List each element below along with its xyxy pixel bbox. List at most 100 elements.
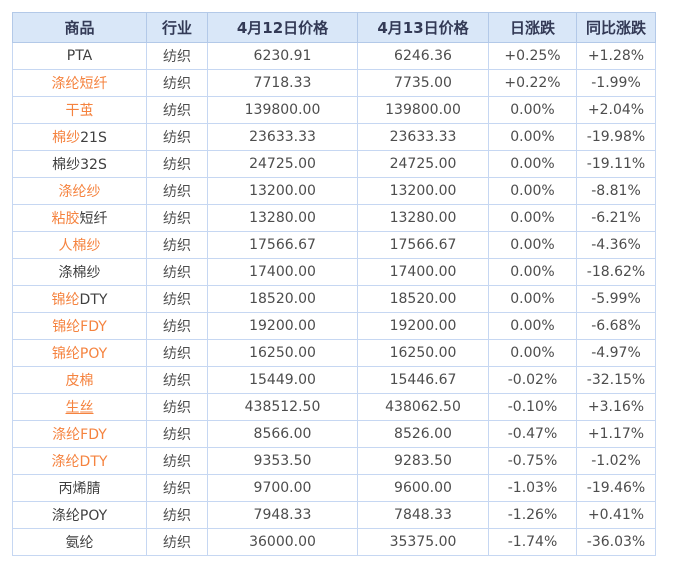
industry-cell: 纺织: [146, 339, 208, 367]
price-apr12-cell: 36000.00: [207, 528, 358, 556]
price-apr13-cell: 19200.00: [357, 312, 489, 340]
yoy-change-cell: -5.99%: [576, 285, 656, 313]
yoy-change-cell: -1.02%: [576, 447, 656, 475]
commodity-name[interactable]: 锦纶: [51, 292, 80, 308]
commodity-cell: 氨纶: [12, 528, 147, 556]
commodity-cell: 棉纱21S: [12, 123, 147, 151]
commodity-name[interactable]: 皮棉: [65, 373, 94, 389]
table-row: 丙烯腈 纺织 9700.00 9600.00 -1.03% -19.46%: [12, 474, 656, 502]
table-row: PTA 纺织 6230.91 6246.36 +0.25% +1.28%: [12, 42, 656, 70]
industry-cell: 纺织: [146, 96, 208, 124]
commodity-cell: 丙烯腈: [12, 474, 147, 502]
price-apr13-cell: 7735.00: [357, 69, 489, 97]
commodity-name[interactable]: 锦纶FDY: [52, 319, 107, 335]
daily-change-cell: 0.00%: [488, 285, 577, 313]
price-apr13-cell: 9600.00: [357, 474, 489, 502]
daily-change-cell: -1.03%: [488, 474, 577, 502]
column-header-yoy-change: 同比涨跌: [576, 12, 656, 43]
commodity-name[interactable]: 锦纶POY: [51, 346, 108, 362]
commodity-cell: 粘胶短纤: [12, 204, 147, 232]
daily-change-cell: -0.47%: [488, 420, 577, 448]
industry-cell: 纺织: [146, 312, 208, 340]
price-apr13-cell: 18520.00: [357, 285, 489, 313]
commodity-name[interactable]: 生丝: [65, 400, 94, 416]
price-apr13-cell: 8526.00: [357, 420, 489, 448]
industry-cell: 纺织: [146, 123, 208, 151]
commodity-cell: 棉纱32S: [12, 150, 147, 178]
commodity-name[interactable]: 涤纶FDY: [52, 427, 107, 443]
daily-change-cell: 0.00%: [488, 339, 577, 367]
daily-change-cell: 0.00%: [488, 204, 577, 232]
column-header-commodity: 商品: [12, 12, 147, 43]
yoy-change-cell: -6.68%: [576, 312, 656, 340]
yoy-change-cell: -36.03%: [576, 528, 656, 556]
column-header-daily-change: 日涨跌: [488, 12, 577, 43]
price-apr13-cell: 17400.00: [357, 258, 489, 286]
commodity-name[interactable]: 干茧: [65, 103, 94, 119]
industry-cell: 纺织: [146, 366, 208, 394]
daily-change-cell: +0.25%: [488, 42, 577, 70]
commodity-name: DTY: [79, 292, 108, 308]
commodity-name: 丙烯腈: [58, 481, 101, 497]
commodity-name[interactable]: 粘胶: [51, 211, 80, 227]
daily-change-cell: -0.10%: [488, 393, 577, 421]
commodity-name[interactable]: 涤纶DTY: [51, 454, 108, 470]
price-apr12-cell: 17400.00: [207, 258, 358, 286]
industry-cell: 纺织: [146, 231, 208, 259]
price-apr12-cell: 9353.50: [207, 447, 358, 475]
commodity-name[interactable]: 涤纶短纤: [51, 76, 108, 92]
price-apr12-cell: 13200.00: [207, 177, 358, 205]
commodity-cell: 皮棉: [12, 366, 147, 394]
commodity-name: 氨纶: [65, 535, 94, 551]
industry-cell: 纺织: [146, 501, 208, 529]
price-apr13-cell: 35375.00: [357, 528, 489, 556]
yoy-change-cell: -4.36%: [576, 231, 656, 259]
commodity-cell: 涤纶短纤: [12, 69, 147, 97]
commodity-cell: 锦纶DTY: [12, 285, 147, 313]
commodity-name: 涤纶POY: [51, 508, 108, 524]
price-apr12-cell: 15449.00: [207, 366, 358, 394]
yoy-change-cell: -19.98%: [576, 123, 656, 151]
table-row: 涤纶短纤 纺织 7718.33 7735.00 +0.22% -1.99%: [12, 69, 656, 97]
commodity-price-table: 商品 行业 4月12日价格 4月13日价格 日涨跌 同比涨跌 PTA 纺织 6230.91 62…: [12, 12, 656, 556]
price-apr12-cell: 9700.00: [207, 474, 358, 502]
price-apr13-cell: 15446.67: [357, 366, 489, 394]
yoy-change-cell: -1.99%: [576, 69, 656, 97]
industry-cell: 纺织: [146, 528, 208, 556]
commodity-name[interactable]: 棉纱: [52, 130, 81, 146]
commodity-cell: PTA: [12, 42, 147, 70]
table-row: 锦纶POY 纺织 16250.00 16250.00 0.00% -4.97%: [12, 339, 656, 367]
industry-cell: 纺织: [146, 42, 208, 70]
daily-change-cell: 0.00%: [488, 231, 577, 259]
industry-cell: 纺织: [146, 69, 208, 97]
commodity-name[interactable]: 涤纶纱: [58, 184, 101, 200]
price-apr12-cell: 7948.33: [207, 501, 358, 529]
daily-change-cell: 0.00%: [488, 312, 577, 340]
commodity-cell: 涤纶FDY: [12, 420, 147, 448]
commodity-name[interactable]: 人棉纱: [58, 238, 101, 254]
price-apr12-cell: 438512.50: [207, 393, 358, 421]
yoy-change-cell: -6.21%: [576, 204, 656, 232]
industry-cell: 纺织: [146, 150, 208, 178]
price-apr12-cell: 18520.00: [207, 285, 358, 313]
price-apr13-cell: 13280.00: [357, 204, 489, 232]
price-apr12-cell: 23633.33: [207, 123, 358, 151]
commodity-name: 涤棉纱: [58, 265, 101, 281]
price-apr13-cell: 139800.00: [357, 96, 489, 124]
commodity-cell: 涤纶POY: [12, 501, 147, 529]
commodity-cell: 涤纶DTY: [12, 447, 147, 475]
table-row: 生丝 纺织 438512.50 438062.50 -0.10% +3.16%: [12, 393, 656, 421]
price-apr13-cell: 23633.33: [357, 123, 489, 151]
yoy-change-cell: +3.16%: [576, 393, 656, 421]
daily-change-cell: -1.74%: [488, 528, 577, 556]
yoy-change-cell: +2.04%: [576, 96, 656, 124]
table-row: 锦纶DTY 纺织 18520.00 18520.00 0.00% -5.99%: [12, 285, 656, 313]
industry-cell: 纺织: [146, 177, 208, 205]
daily-change-cell: 0.00%: [488, 123, 577, 151]
price-apr12-cell: 8566.00: [207, 420, 358, 448]
commodity-cell: 锦纶POY: [12, 339, 147, 367]
price-apr13-cell: 9283.50: [357, 447, 489, 475]
yoy-change-cell: -19.11%: [576, 150, 656, 178]
commodity-name: 21S: [80, 130, 107, 146]
price-apr12-cell: 17566.67: [207, 231, 358, 259]
